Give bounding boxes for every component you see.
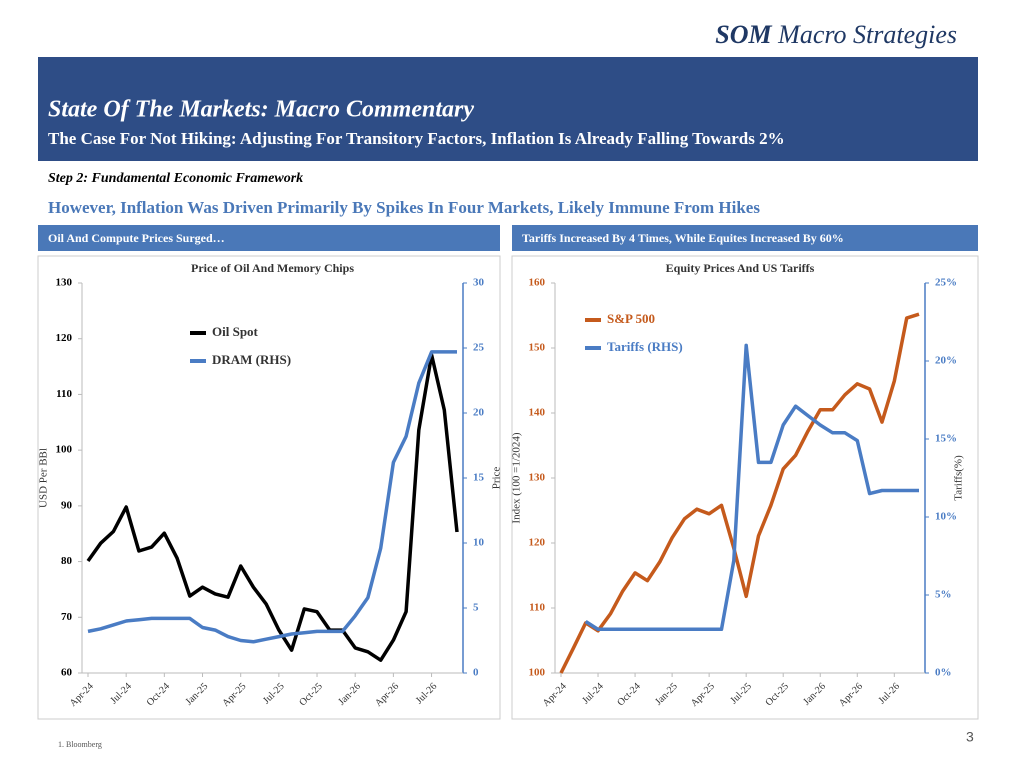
chart-frame — [511, 255, 979, 720]
y2-tick-label: 0 — [473, 667, 479, 679]
y2-tick-label: 25% — [935, 277, 957, 289]
y-axis-label: Index (100 =1/2024) — [511, 432, 523, 523]
y-tick-label: 80 — [61, 555, 73, 567]
y2-tick-label: 20 — [473, 407, 485, 419]
footnote: 1. Bloomberg — [58, 740, 102, 749]
y2-tick-label: 20% — [935, 355, 957, 367]
banner-title: State Of The Markets: Macro Commentary — [48, 97, 474, 123]
y-tick-label: 130 — [529, 472, 546, 484]
y2-tick-label: 0% — [935, 667, 952, 679]
panel-bar — [512, 225, 978, 251]
y-axis-label: USD Per BBl — [38, 448, 50, 508]
brand: SOM Macro Strategies — [715, 20, 957, 49]
y2-tick-label: 10% — [935, 511, 957, 523]
banner — [38, 57, 978, 161]
y-tick-label: 150 — [529, 342, 546, 354]
y-tick-label: 100 — [56, 444, 73, 456]
legend-label: Oil Spot — [212, 324, 259, 339]
y-tick-label: 130 — [56, 277, 73, 289]
page-number: 3 — [966, 729, 974, 745]
headline: However, Inflation Was Driven Primarily … — [48, 198, 760, 217]
y-tick-label: 120 — [56, 332, 73, 344]
y2-tick-label: 30 — [473, 277, 485, 289]
legend-label: DRAM (RHS) — [212, 352, 291, 367]
y2-tick-label: 25 — [473, 342, 485, 354]
step: Step 2: Fundamental Economic Framework — [48, 171, 303, 186]
y2-tick-label: 15% — [935, 433, 957, 445]
y-tick-label: 110 — [529, 602, 545, 614]
chart-title: Equity Prices And US Tariffs — [666, 261, 815, 275]
chart-title: Price of Oil And Memory Chips — [191, 261, 354, 275]
y-tick-label: 100 — [529, 667, 546, 679]
y2-axis-label: Price — [491, 467, 503, 490]
panel-bar — [38, 225, 500, 251]
y-tick-label: 70 — [61, 611, 73, 623]
series-line — [559, 312, 920, 674]
series-line — [86, 353, 459, 662]
panel-title: Oil And Compute Prices Surged… — [48, 231, 225, 245]
legend-label: Tariffs (RHS) — [607, 339, 683, 354]
y-tick-label: 120 — [529, 537, 546, 549]
legend-label: S&P 500 — [607, 311, 655, 326]
banner-subtitle: The Case For Not Hiking: Adjusting For T… — [48, 129, 785, 148]
y-tick-label: 90 — [61, 499, 73, 511]
y-tick-label: 60 — [61, 667, 73, 679]
series-line — [584, 343, 919, 632]
y2-tick-label: 5 — [473, 602, 479, 614]
y2-axis-label: Tariffs(%) — [953, 455, 965, 501]
chart-frame — [37, 255, 501, 720]
y-tick-label: 110 — [56, 388, 72, 400]
y2-tick-label: 10 — [473, 537, 485, 549]
y2-tick-label: 5% — [935, 589, 952, 601]
series-line — [87, 350, 457, 644]
panel-title: Tariffs Increased By 4 Times, While Equi… — [522, 231, 844, 245]
brand-rest: Macro Strategies — [777, 20, 957, 49]
y-tick-label: 160 — [529, 277, 546, 289]
y-tick-label: 140 — [529, 407, 546, 419]
brand-bold: SOM — [715, 20, 772, 49]
y2-tick-label: 15 — [473, 472, 485, 484]
